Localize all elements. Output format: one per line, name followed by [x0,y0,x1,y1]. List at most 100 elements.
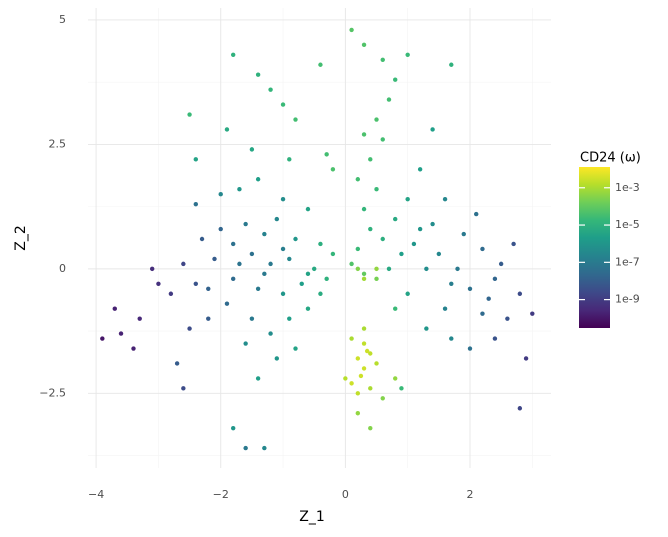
point [187,112,192,117]
point [380,236,385,242]
colorbar-tick-label: 1e-3 [615,181,640,194]
point [268,87,273,92]
point [249,251,255,257]
x-tick-label: 2 [466,488,473,501]
point [355,246,361,252]
point [368,157,373,162]
point [399,251,404,257]
point [118,331,124,336]
point [293,117,298,122]
point [280,291,286,296]
point [262,271,267,277]
y-tick-label: −2.5 [39,386,66,399]
point [299,281,304,287]
point [243,221,248,227]
point [374,117,379,122]
point [237,261,242,267]
point [243,341,248,346]
point [230,52,236,57]
point [230,276,236,282]
point [305,306,311,311]
point [255,286,261,291]
point [343,376,348,381]
point [255,177,261,182]
point [368,386,373,391]
point [393,216,398,222]
point [280,196,286,202]
point [293,236,298,242]
point [355,177,361,182]
point [149,266,155,272]
point [287,316,292,321]
point [349,336,354,341]
point [405,291,410,296]
point [368,226,373,232]
point [461,231,466,237]
point [455,266,460,272]
point [386,266,392,272]
point [100,336,105,341]
point [305,271,311,277]
point [181,261,186,267]
point [274,216,280,222]
point [355,391,361,396]
point [449,281,454,287]
point [486,296,491,301]
x-tick-label: −4 [88,488,104,501]
point [430,127,435,132]
point [405,52,410,57]
point [112,306,117,311]
point [174,361,180,366]
point [393,77,398,82]
y-axis-title: Z_2 [13,225,29,251]
point [430,221,435,227]
point [249,147,255,152]
point [349,381,354,386]
point [181,386,186,391]
point [505,316,510,321]
point [193,201,199,207]
points [100,27,535,451]
point [393,376,398,381]
point [442,196,448,202]
point [374,187,379,192]
point [312,266,317,272]
point [287,157,292,162]
point [243,445,248,451]
point [355,266,361,272]
point [361,42,367,48]
x-axis-title: Z_1 [299,509,325,525]
point [187,326,192,331]
point [255,72,261,77]
point [358,373,364,379]
point [523,356,529,361]
point [318,62,323,67]
point [361,206,367,212]
point [230,241,236,247]
point [467,286,473,291]
point [224,127,230,132]
point [393,306,398,311]
point [255,376,261,381]
point [199,236,205,242]
point [131,346,136,351]
point [330,251,336,257]
point [498,261,504,267]
point [349,27,354,33]
point [156,281,161,287]
point [368,425,373,431]
point [511,241,516,247]
point [405,196,410,202]
point [280,102,286,107]
colorbar-tick-label: 1e-9 [615,293,640,306]
point [449,336,454,341]
point [424,326,429,331]
point [411,241,417,247]
point [249,316,255,321]
point [206,286,211,291]
point [349,261,354,267]
point [324,276,329,282]
point [436,251,442,257]
point [212,256,217,262]
